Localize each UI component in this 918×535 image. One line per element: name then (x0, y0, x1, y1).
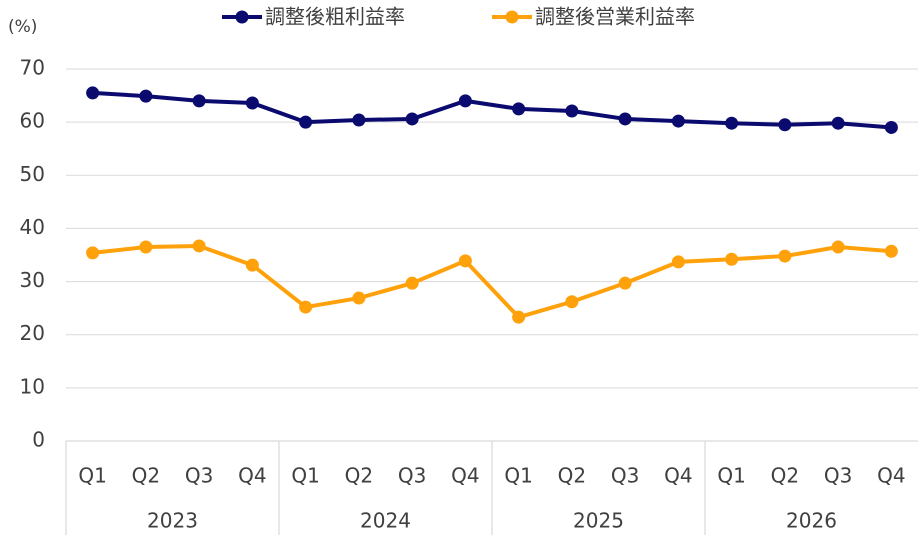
data-point (192, 239, 206, 253)
data-point (458, 254, 472, 268)
data-point (565, 104, 579, 118)
legend-marker (235, 10, 249, 24)
x-tick-label: Q2 (771, 464, 799, 488)
y-tick-label: 10 (20, 374, 45, 398)
data-point (458, 94, 472, 108)
y-axis-label: (%) (8, 17, 37, 37)
x-tick-label: Q3 (185, 464, 213, 488)
data-point (884, 120, 898, 134)
data-point (192, 94, 206, 108)
series-line (92, 243, 892, 320)
x-tick-label: Q2 (558, 464, 586, 488)
data-point (299, 115, 313, 129)
data-point (245, 258, 259, 272)
data-point (299, 300, 313, 314)
x-tick-label: Q4 (451, 464, 479, 488)
x-tick-label: Q3 (824, 464, 852, 488)
y-tick-label: 60 (20, 109, 45, 133)
x-tick-label: Q1 (291, 464, 319, 488)
x-tick-label: Q2 (132, 464, 160, 488)
legend-label: 調整後営業利益率 (535, 5, 695, 29)
data-point (139, 89, 153, 103)
x-group-label: 2026 (786, 509, 837, 533)
data-point (139, 240, 153, 254)
data-point (245, 96, 259, 110)
y-tick-label: 40 (20, 215, 45, 239)
data-point (512, 310, 526, 324)
data-point (671, 114, 685, 128)
x-group-label: 2023 (147, 509, 198, 533)
legend-marker (505, 10, 519, 24)
y-tick-label: 50 (20, 162, 45, 186)
x-tick-label: Q1 (504, 464, 532, 488)
data-point (512, 102, 526, 116)
data-point (831, 116, 845, 130)
legend-label: 調整後粗利益率 (265, 5, 405, 29)
data-point (405, 112, 419, 126)
y-tick-label: 70 (20, 56, 45, 80)
data-point (725, 252, 739, 266)
x-tick-label: Q2 (345, 464, 373, 488)
data-point (725, 116, 739, 130)
data-point (565, 295, 579, 309)
x-tick-label: Q4 (238, 464, 266, 488)
x-tick-label: Q3 (398, 464, 426, 488)
data-point (618, 276, 632, 290)
data-point (86, 86, 100, 100)
y-tick-label: 20 (20, 321, 45, 345)
data-point (778, 249, 792, 263)
x-tick-label: Q4 (664, 464, 692, 488)
x-group-label: 2024 (360, 509, 411, 533)
x-tick-label: Q1 (78, 464, 106, 488)
x-tick-label: Q3 (611, 464, 639, 488)
y-tick-label: 0 (32, 428, 45, 452)
x-tick-label: Q4 (877, 464, 905, 488)
data-point (778, 118, 792, 132)
x-tick-label: Q1 (717, 464, 745, 488)
data-point (618, 112, 632, 126)
x-group-label: 2025 (573, 509, 624, 533)
data-point (831, 240, 845, 254)
data-point (884, 244, 898, 258)
y-tick-label: 30 (20, 268, 45, 292)
data-point (352, 113, 366, 127)
data-point (352, 291, 366, 305)
data-point (405, 276, 419, 290)
series-line (92, 90, 892, 130)
data-point (86, 246, 100, 260)
data-point (671, 255, 685, 269)
